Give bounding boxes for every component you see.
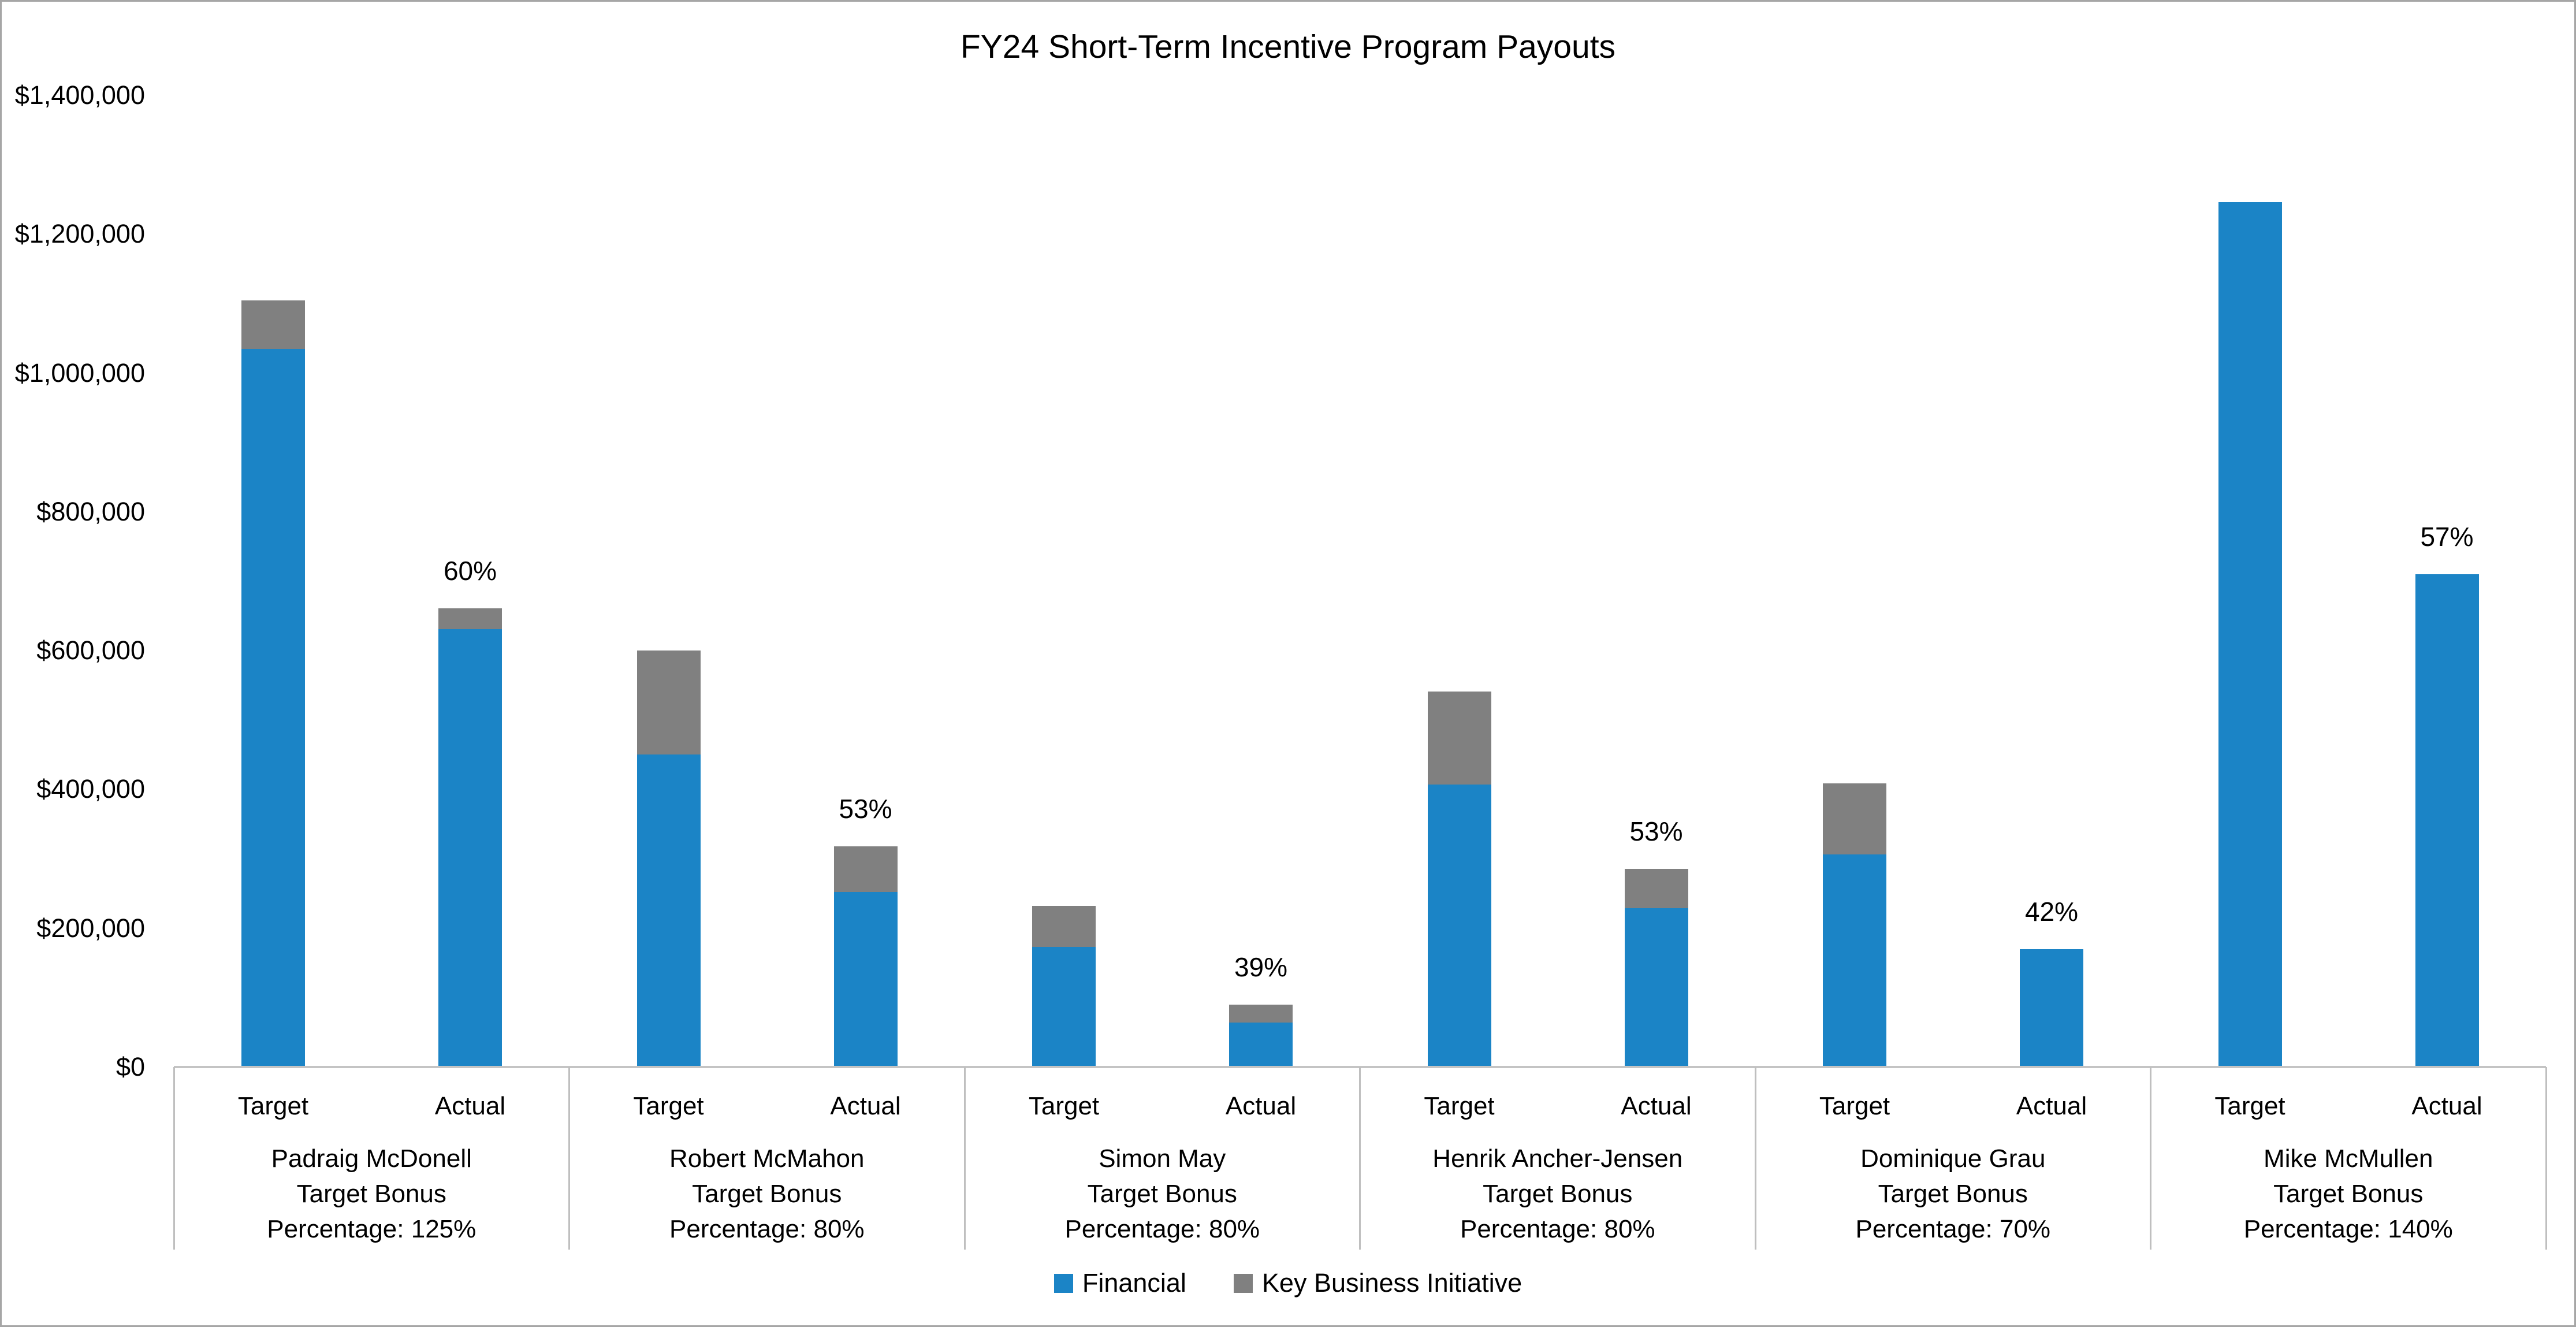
bar-label-actual: Actual — [1225, 1092, 1297, 1120]
group-label-line2: Target Bonus — [2273, 1180, 2424, 1208]
legend-swatch — [1054, 1273, 1073, 1293]
axis-separator-line — [2150, 1067, 2151, 1250]
kbi-segment — [636, 651, 701, 754]
y-axis-tick-label: $600,000 — [36, 635, 145, 666]
bar-label-target: Target — [237, 1092, 309, 1120]
kbi-segment — [1823, 783, 1886, 854]
bar-label-actual: Actual — [2411, 1092, 2482, 1120]
axis-separator-line — [1754, 1067, 1756, 1250]
target-bar — [636, 651, 701, 1067]
y-axis-tick-label: $1,200,000 — [14, 219, 145, 249]
financial-segment — [636, 754, 701, 1067]
group-person-name: Padraig McDonell — [271, 1144, 472, 1173]
group-person-name: Robert McMahon — [669, 1144, 865, 1173]
financial-segment — [1032, 947, 1096, 1067]
legend-label: Key Business Initiative — [1261, 1268, 1522, 1298]
kbi-segment — [833, 846, 898, 892]
group-label: Dominique Grau Target Bonus Percentage: 70… — [1755, 1141, 2151, 1247]
legend-item-key-business-initiative: Key Business Initiative — [1233, 1268, 1522, 1298]
axis-separator-line — [568, 1067, 570, 1250]
bar-label-actual: Actual — [830, 1092, 901, 1120]
group-label: Robert McMahon Target Bonus Percentage: 80… — [569, 1141, 965, 1247]
financial-segment — [2415, 574, 2479, 1067]
legend-swatch — [1233, 1273, 1253, 1293]
financial-segment — [833, 892, 898, 1067]
actual-bar — [438, 608, 502, 1067]
financial-segment — [2218, 202, 2282, 1067]
actual-bar — [1229, 1005, 1293, 1067]
actual-percent-label: 53% — [839, 794, 892, 824]
group-label: Padraig McDonell Target Bonus Percentage: … — [174, 1141, 569, 1247]
actual-percent-label: 53% — [1629, 816, 1683, 846]
bar-label-actual: Actual — [434, 1092, 506, 1120]
bar-label-actual: Actual — [1621, 1092, 1692, 1120]
actual-bar — [833, 846, 898, 1067]
financial-segment — [1229, 1023, 1293, 1067]
y-axis-tick-label: $400,000 — [36, 774, 145, 804]
actual-bar — [2415, 574, 2479, 1067]
group-label-line2: Target Bonus — [1483, 1180, 1633, 1208]
financial-segment — [241, 349, 305, 1067]
group-person-name: Mike McMullen — [2264, 1144, 2433, 1173]
y-axis-tick-label: $1,000,000 — [14, 358, 145, 388]
actual-bar — [2020, 949, 2083, 1067]
kbi-segment — [241, 300, 305, 349]
financial-segment — [1427, 785, 1491, 1067]
financial-segment — [1624, 908, 1688, 1067]
y-axis-tick-label: $1,400,000 — [14, 80, 145, 110]
group-label-line2: Target Bonus — [296, 1180, 446, 1208]
group-person-name: Dominique Grau — [1860, 1144, 2046, 1173]
kbi-segment — [1032, 906, 1096, 947]
financial-segment — [1823, 854, 1886, 1067]
group-person-name: Henrik Ancher-Jensen — [1432, 1144, 1683, 1173]
group-label-line3: Percentage: 125% — [267, 1215, 477, 1243]
bar-label-target: Target — [633, 1092, 704, 1120]
y-axis-tick-label: $0 — [116, 1052, 145, 1081]
axis-separator-line — [2545, 1067, 2547, 1250]
group-label-line2: Target Bonus — [1087, 1180, 1237, 1208]
axis-separator-line — [173, 1067, 175, 1250]
target-bar — [1427, 692, 1491, 1067]
group-label-line3: Percentage: 70% — [1855, 1215, 2051, 1243]
bar-label-target: Target — [1424, 1092, 1495, 1120]
group-label-line3: Percentage: 140% — [2243, 1215, 2453, 1243]
group-label-line3: Percentage: 80% — [669, 1215, 865, 1243]
kbi-segment — [438, 608, 502, 629]
axis-separator-line — [1359, 1067, 1361, 1250]
kbi-segment — [1229, 1005, 1293, 1023]
legend-item-financial: Financial — [1054, 1268, 1186, 1298]
target-bar — [241, 300, 305, 1067]
axis-separator-line — [963, 1067, 966, 1250]
group-label: Simon May Target Bonus Percentage: 80% — [965, 1141, 1360, 1247]
actual-percent-label: 42% — [2024, 897, 2079, 927]
financial-segment — [2020, 949, 2083, 1067]
group-label-line3: Percentage: 80% — [1064, 1215, 1260, 1243]
y-axis-tick-label: $200,000 — [36, 913, 145, 943]
actual-percent-label: 57% — [2420, 522, 2474, 552]
bar-label-target: Target — [1028, 1092, 1100, 1120]
legend-label: Financial — [1082, 1268, 1186, 1298]
group-label: Mike McMullen Target Bonus Percentage: 140… — [2151, 1141, 2547, 1247]
group-label-line2: Target Bonus — [1878, 1180, 2028, 1208]
bar-label-actual: Actual — [2016, 1092, 2087, 1120]
actual-bar — [1624, 869, 1688, 1067]
actual-percent-label: 60% — [443, 556, 497, 586]
kbi-segment — [1624, 869, 1688, 908]
target-bar — [2218, 202, 2282, 1067]
target-bar — [1823, 783, 1886, 1067]
legend: Financial Key Business Initiative — [2, 1268, 2574, 1298]
group-person-name: Simon May — [1099, 1144, 1226, 1173]
kbi-segment — [1427, 692, 1491, 785]
target-bar — [1032, 906, 1096, 1067]
group-label-line3: Percentage: 80% — [1460, 1215, 1655, 1243]
bar-label-target: Target — [2214, 1092, 2285, 1120]
group-label-line2: Target Bonus — [692, 1180, 842, 1208]
group-label: Henrik Ancher-Jensen Target Bonus Percenta… — [1360, 1141, 1756, 1247]
actual-percent-label: 39% — [1234, 952, 1288, 982]
bar-label-target: Target — [1819, 1092, 1890, 1120]
chart-title: FY24 Short-Term Incentive Program Payout… — [960, 28, 1616, 65]
y-axis-tick-label: $800,000 — [36, 496, 145, 526]
financial-segment — [438, 629, 502, 1067]
